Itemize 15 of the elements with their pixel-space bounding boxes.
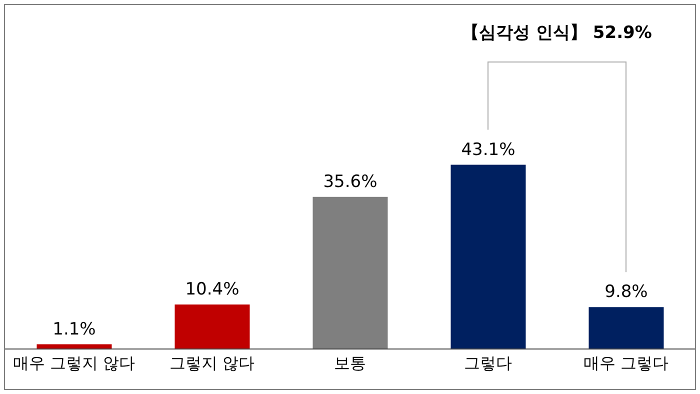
bar (174, 304, 250, 349)
bar (312, 196, 388, 349)
x-tick-label: 보통 (334, 353, 366, 372)
x-tick-label: 매우 그렇다 (583, 353, 669, 372)
data-label: 10.4% (185, 280, 240, 300)
text: 【심각성 인식】 52.9% (462, 23, 652, 43)
x-tick-label: 그렇지 않다 (169, 353, 255, 372)
data-label: 35.6% (323, 172, 378, 192)
data-label: 9.8% (604, 282, 648, 302)
bar (588, 307, 664, 349)
data-label: 1.1% (52, 319, 96, 340)
x-tick-label: 매우 그렇지 않다 (12, 353, 136, 372)
data-label: 43.1% (461, 140, 516, 160)
bar (450, 164, 526, 349)
x-tick-label: 그렇다 (464, 353, 512, 372)
